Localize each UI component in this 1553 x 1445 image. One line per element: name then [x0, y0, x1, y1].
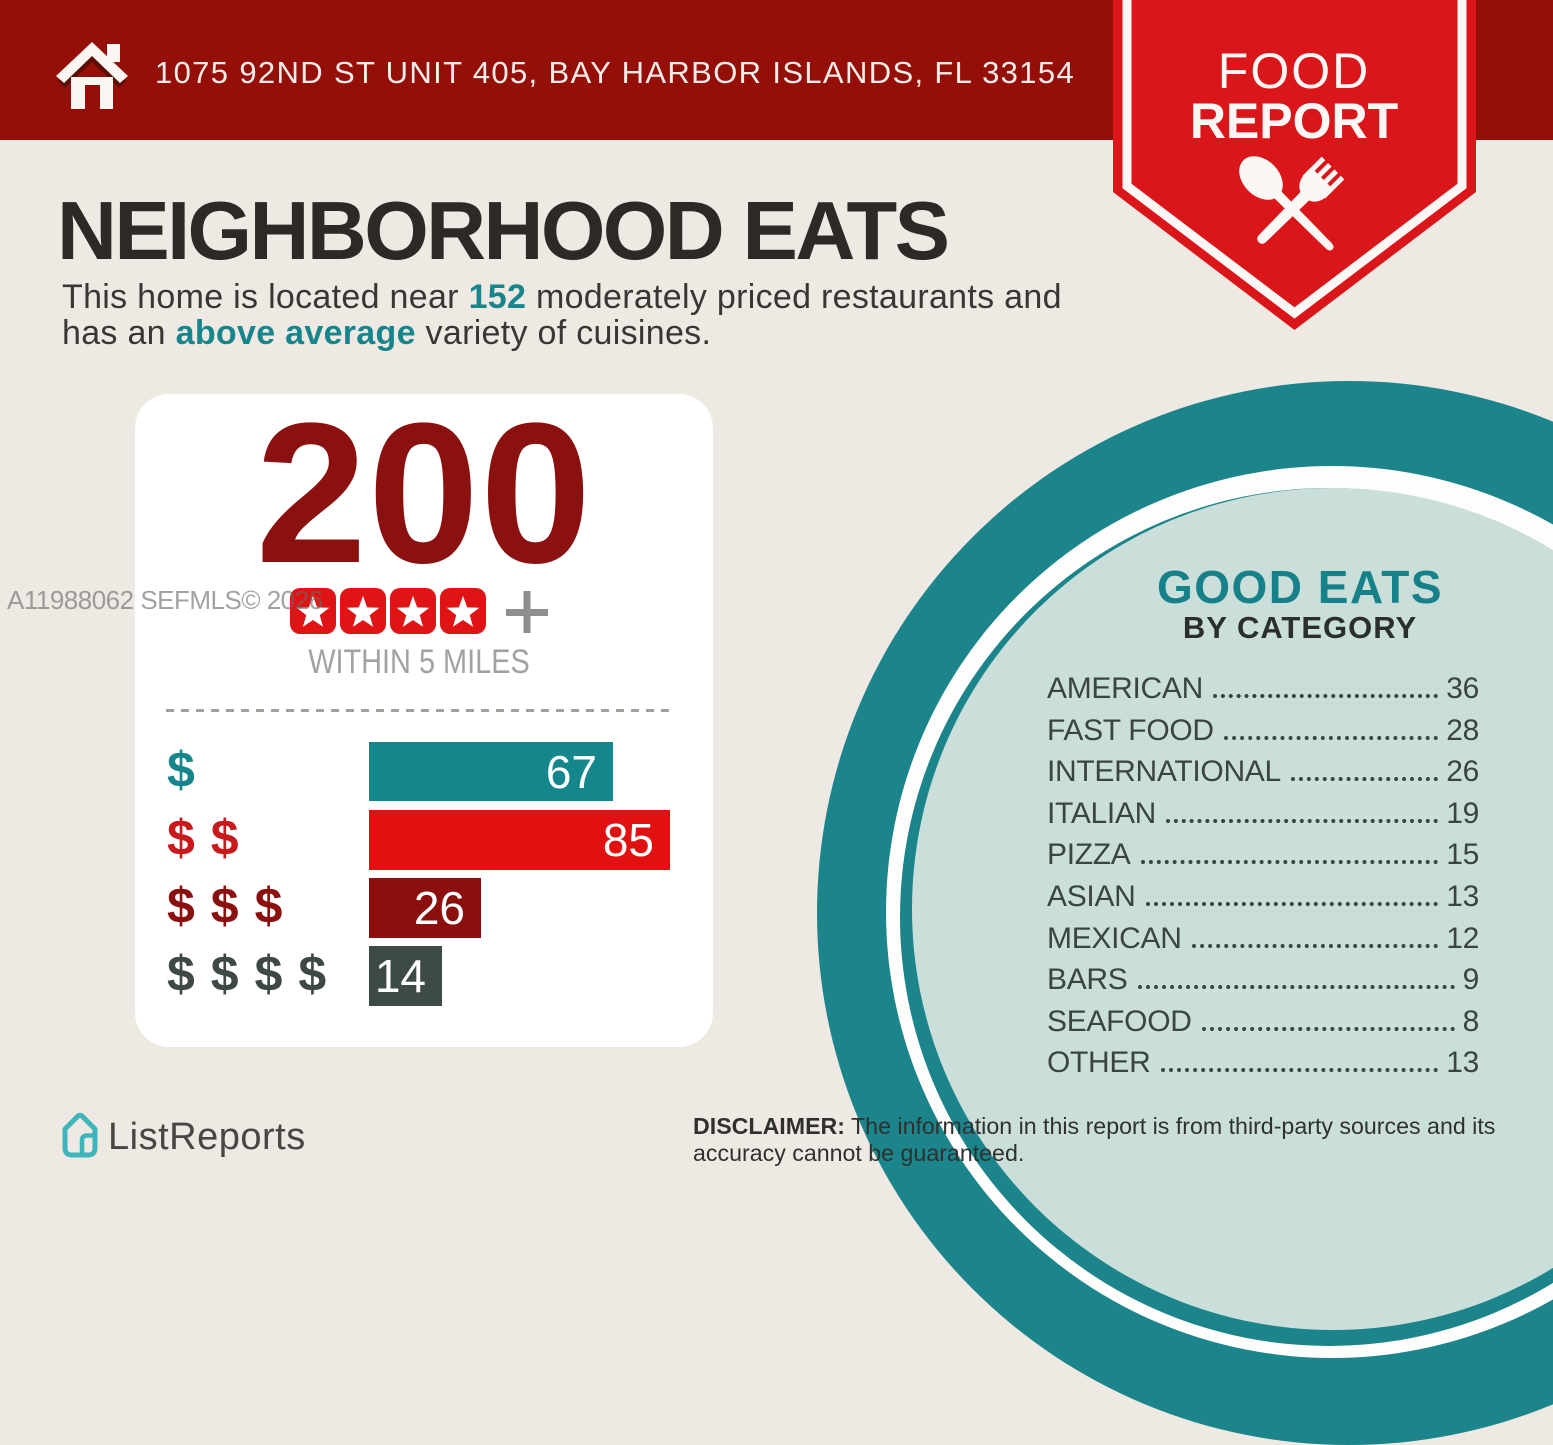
svg-text:REPORT: REPORT: [1190, 93, 1398, 149]
svg-text:FOOD: FOOD: [1218, 43, 1370, 99]
